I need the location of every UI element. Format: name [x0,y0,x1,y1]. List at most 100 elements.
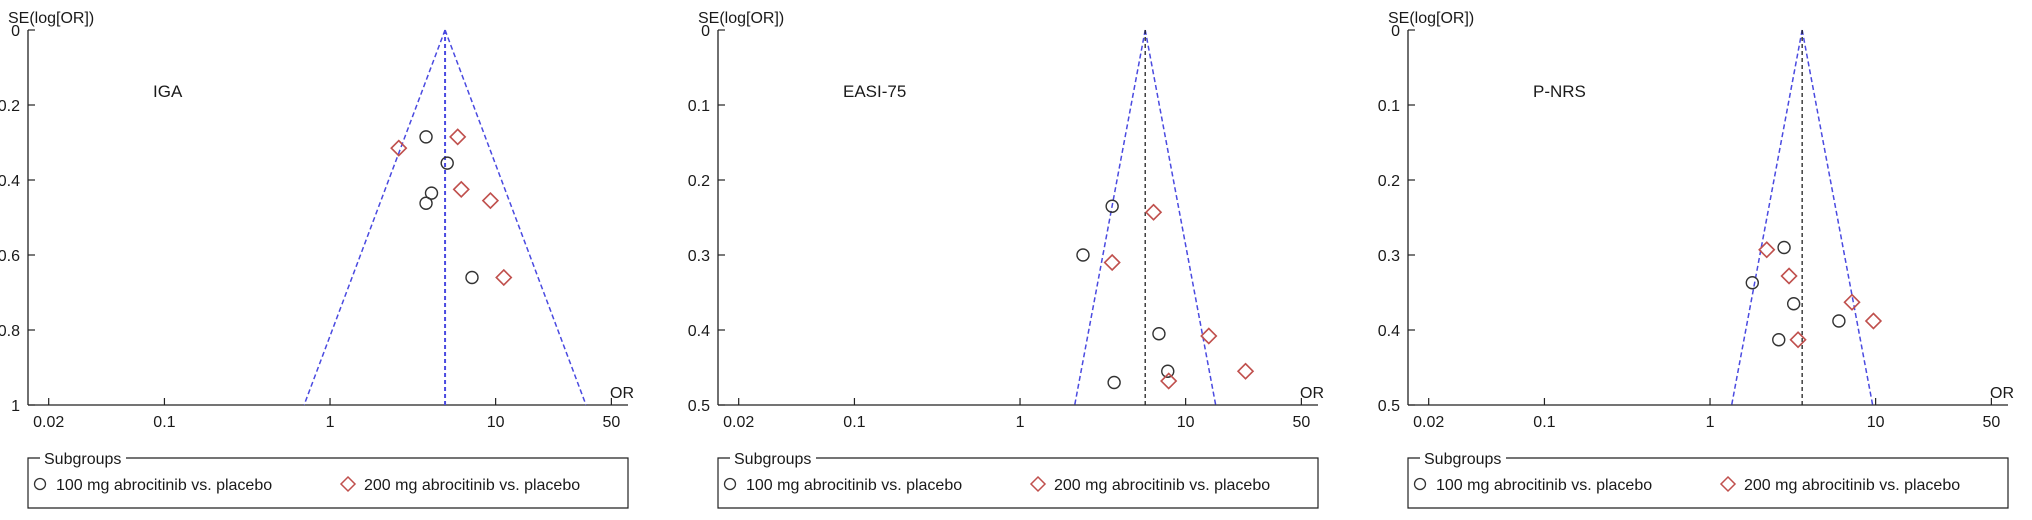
legend: Subgroups 100 mg abrocitinib vs. placebo 2… [1407,451,2009,509]
legend-label: 200 mg abrocitinib vs. placebo [1054,477,1270,494]
data-point-200mg [1843,293,1861,311]
funnel-plot-panel: 0 0.1 0.2 0.3 0.4 0.5 0.02 0.1 1 10 50 SE(log[OR]) O… [1378,10,2014,509]
x-tick-label: 0.1 [1533,414,1555,431]
funnel-left-boundary [1730,29,1803,406]
funnel-plot-panel: 0 0.1 0.2 0.3 0.4 0.5 0.02 0.1 1 10 50 SE(log[OR]) O… [688,10,1324,509]
y-tick-label: 0 [1391,23,1400,40]
y-tick-label: 0.1 [688,98,710,115]
legend-label: 100 mg abrocitinib vs. placebo [746,477,962,494]
y-tick-label: 0.5 [1378,398,1400,415]
x-tick-label: 1 [1706,414,1715,431]
y-tick-label: 0.3 [688,248,710,265]
legend-circle-marker [723,477,737,491]
y-tick-label: 0.3 [1378,248,1400,265]
x-tick-label: 10 [1867,414,1885,431]
legend-label: 200 mg abrocitinib vs. placebo [364,477,580,494]
data-point-100mg [1161,364,1175,378]
data-point-100mg [1152,327,1166,341]
data-point-100mg [1745,276,1760,290]
data-point-200mg [1780,267,1798,285]
data-point-200mg [452,180,470,199]
data-point-100mg [1786,297,1801,311]
x-tick-label: 0.1 [153,414,175,431]
data-point-200mg [1160,372,1178,390]
legend-frame [27,457,629,509]
legend-diamond-marker [1719,475,1737,493]
panel-label: P-NRS [1533,82,1586,101]
x-tick-label: 50 [1982,414,2000,431]
y-tick-label: 0.2 [0,98,20,115]
y-tick-label: 0 [11,23,20,40]
legend-title: Subgroups [44,451,121,468]
y-axis-title: SE(log[OR]) [698,10,784,27]
data-point-200mg [495,268,513,287]
data-point-200mg [1864,312,1883,330]
data-point-100mg [419,196,433,210]
funnel-left-boundary [1073,29,1146,406]
x-axis-title: OR [610,385,634,402]
funnel-left-boundary [303,29,446,406]
legend-circle-marker [1413,477,1427,491]
x-tick-label: 0.02 [1413,414,1444,431]
y-tick-label: 0.4 [688,323,710,340]
x-tick-label: 1 [326,414,335,431]
data-point-100mg [440,156,454,170]
funnel-right-boundary [1801,29,1874,406]
data-point-200mg [390,139,408,157]
funnel-plot-panel: 0 0.2 0.4 0.6 0.8 1 0.02 0.1 1 10 50 SE(log[OR]) OR I… [0,10,634,509]
data-point-100mg [1076,248,1090,262]
legend-label: 200 mg abrocitinib vs. placebo [1744,477,1960,494]
data-point-200mg [1758,241,1776,259]
legend-title: Subgroups [734,451,811,468]
data-point-100mg [1105,199,1119,213]
x-tick-label: 0.1 [843,414,865,431]
data-point-100mg [424,186,439,200]
y-tick-label: 0.8 [0,323,20,340]
y-axis-title: SE(log[OR]) [1388,10,1474,27]
legend-diamond-marker [339,475,357,493]
y-tick-label: 0.2 [1378,173,1400,190]
data-point-200mg [1144,203,1163,221]
y-tick-label: 0.1 [1378,98,1400,115]
panel-label: IGA [153,82,183,101]
x-axis-title: OR [1300,385,1324,402]
panel-label: EASI-75 [843,82,906,101]
data-point-200mg [1103,253,1121,272]
data-point-200mg [1789,331,1807,349]
y-tick-label: 0 [701,23,710,40]
x-tick-label: 50 [602,414,620,431]
y-tick-label: 0.5 [688,398,710,415]
y-tick-label: 0.4 [0,173,20,190]
legend-diamond-marker [1029,475,1047,493]
legend-label: 100 mg abrocitinib vs. placebo [1436,477,1652,494]
y-tick-label: 0.6 [0,248,20,265]
data-point-200mg [1200,327,1218,345]
x-axis-title: OR [1990,385,2014,402]
legend-circle-marker [33,477,47,491]
x-tick-label: 0.02 [33,414,64,431]
legend-label: 100 mg abrocitinib vs. placebo [56,477,272,494]
x-tick-label: 10 [487,414,505,431]
x-tick-label: 10 [1177,414,1195,431]
data-point-100mg [1107,375,1121,390]
data-point-100mg [1777,240,1791,255]
legend: Subgroups 100 mg abrocitinib vs. placebo 2… [717,451,1319,509]
data-point-100mg [419,130,433,144]
data-point-200mg [449,128,467,146]
y-tick-label: 1 [11,398,20,415]
data-point-100mg [1832,314,1846,328]
data-point-200mg [1236,362,1255,380]
funnel-right-boundary [444,29,587,406]
data-point-100mg [1772,333,1786,347]
x-tick-label: 50 [1292,414,1310,431]
legend: Subgroups 100 mg abrocitinib vs. placebo 2… [27,451,629,509]
x-tick-label: 0.02 [723,414,754,431]
y-tick-label: 0.2 [688,173,710,190]
y-tick-label: 0.4 [1378,323,1400,340]
legend-title: Subgroups [1424,451,1501,468]
legend-frame [717,457,1319,509]
legend-frame [1407,457,2009,509]
x-tick-label: 1 [1016,414,1025,431]
data-point-100mg [465,270,479,285]
